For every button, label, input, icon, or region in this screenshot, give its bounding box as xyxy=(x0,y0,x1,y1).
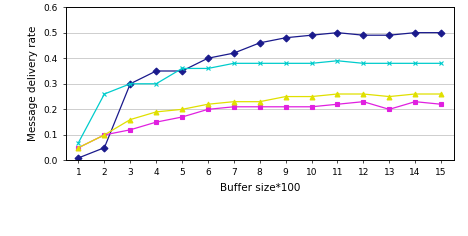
spray_and_focus xyxy=(102,134,107,136)
spray_and_wait xyxy=(76,146,81,149)
Y-axis label: Message delivery rate: Message delivery rate xyxy=(28,26,38,141)
dtsns xyxy=(309,62,314,65)
epidemic xyxy=(127,82,133,85)
spray_and_focus xyxy=(335,93,340,95)
spray_and_wait xyxy=(102,134,107,136)
dtsns xyxy=(127,82,133,85)
dtsns xyxy=(387,62,392,65)
epidemic xyxy=(257,42,263,44)
spray_and_wait xyxy=(309,105,314,108)
spray_and_wait xyxy=(127,128,133,131)
dtsns xyxy=(205,67,211,70)
dtsns xyxy=(231,62,237,65)
spray_and_wait xyxy=(283,105,288,108)
epidemic xyxy=(102,146,107,149)
dtsns xyxy=(154,82,159,85)
spray_and_wait xyxy=(257,105,263,108)
spray_and_focus xyxy=(127,118,133,121)
dtsns xyxy=(257,62,263,65)
epidemic xyxy=(231,52,237,55)
spray_and_focus xyxy=(257,100,263,103)
spray_and_focus xyxy=(179,108,185,111)
dtsns xyxy=(179,67,185,70)
spray_and_wait xyxy=(179,116,185,118)
spray_and_focus xyxy=(412,93,418,95)
dtsns xyxy=(335,59,340,62)
Line: dtsns: dtsns xyxy=(76,58,444,145)
spray_and_wait xyxy=(438,103,444,106)
dtsns xyxy=(438,62,444,65)
spray_and_focus xyxy=(438,93,444,95)
epidemic xyxy=(205,57,211,60)
Line: spray_and_focus: spray_and_focus xyxy=(76,92,444,150)
spray_and_wait xyxy=(387,108,392,111)
epidemic xyxy=(335,31,340,34)
spray_and_focus xyxy=(76,146,81,149)
epidemic xyxy=(438,31,444,34)
spray_and_focus xyxy=(283,95,288,98)
spray_and_wait xyxy=(205,108,211,111)
dtsns xyxy=(360,62,366,65)
spray_and_wait xyxy=(412,100,418,103)
spray_and_focus xyxy=(309,95,314,98)
dtsns xyxy=(102,93,107,95)
epidemic xyxy=(412,31,418,34)
epidemic xyxy=(179,70,185,72)
spray_and_focus xyxy=(154,110,159,113)
spray_and_wait xyxy=(154,121,159,124)
spray_and_focus xyxy=(387,95,392,98)
spray_and_focus xyxy=(205,103,211,106)
Line: epidemic: epidemic xyxy=(76,30,444,160)
epidemic xyxy=(360,34,366,37)
epidemic xyxy=(154,70,159,72)
Line: spray_and_wait: spray_and_wait xyxy=(76,99,444,150)
epidemic xyxy=(283,36,288,39)
spray_and_wait xyxy=(231,105,237,108)
spray_and_wait xyxy=(360,100,366,103)
spray_and_focus xyxy=(231,100,237,103)
dtsns xyxy=(283,62,288,65)
dtsns xyxy=(412,62,418,65)
X-axis label: Buffer size*100: Buffer size*100 xyxy=(219,183,300,193)
dtsns xyxy=(76,141,81,144)
spray_and_wait xyxy=(335,103,340,106)
epidemic xyxy=(309,34,314,37)
spray_and_focus xyxy=(360,93,366,95)
epidemic xyxy=(76,156,81,159)
epidemic xyxy=(387,34,392,37)
